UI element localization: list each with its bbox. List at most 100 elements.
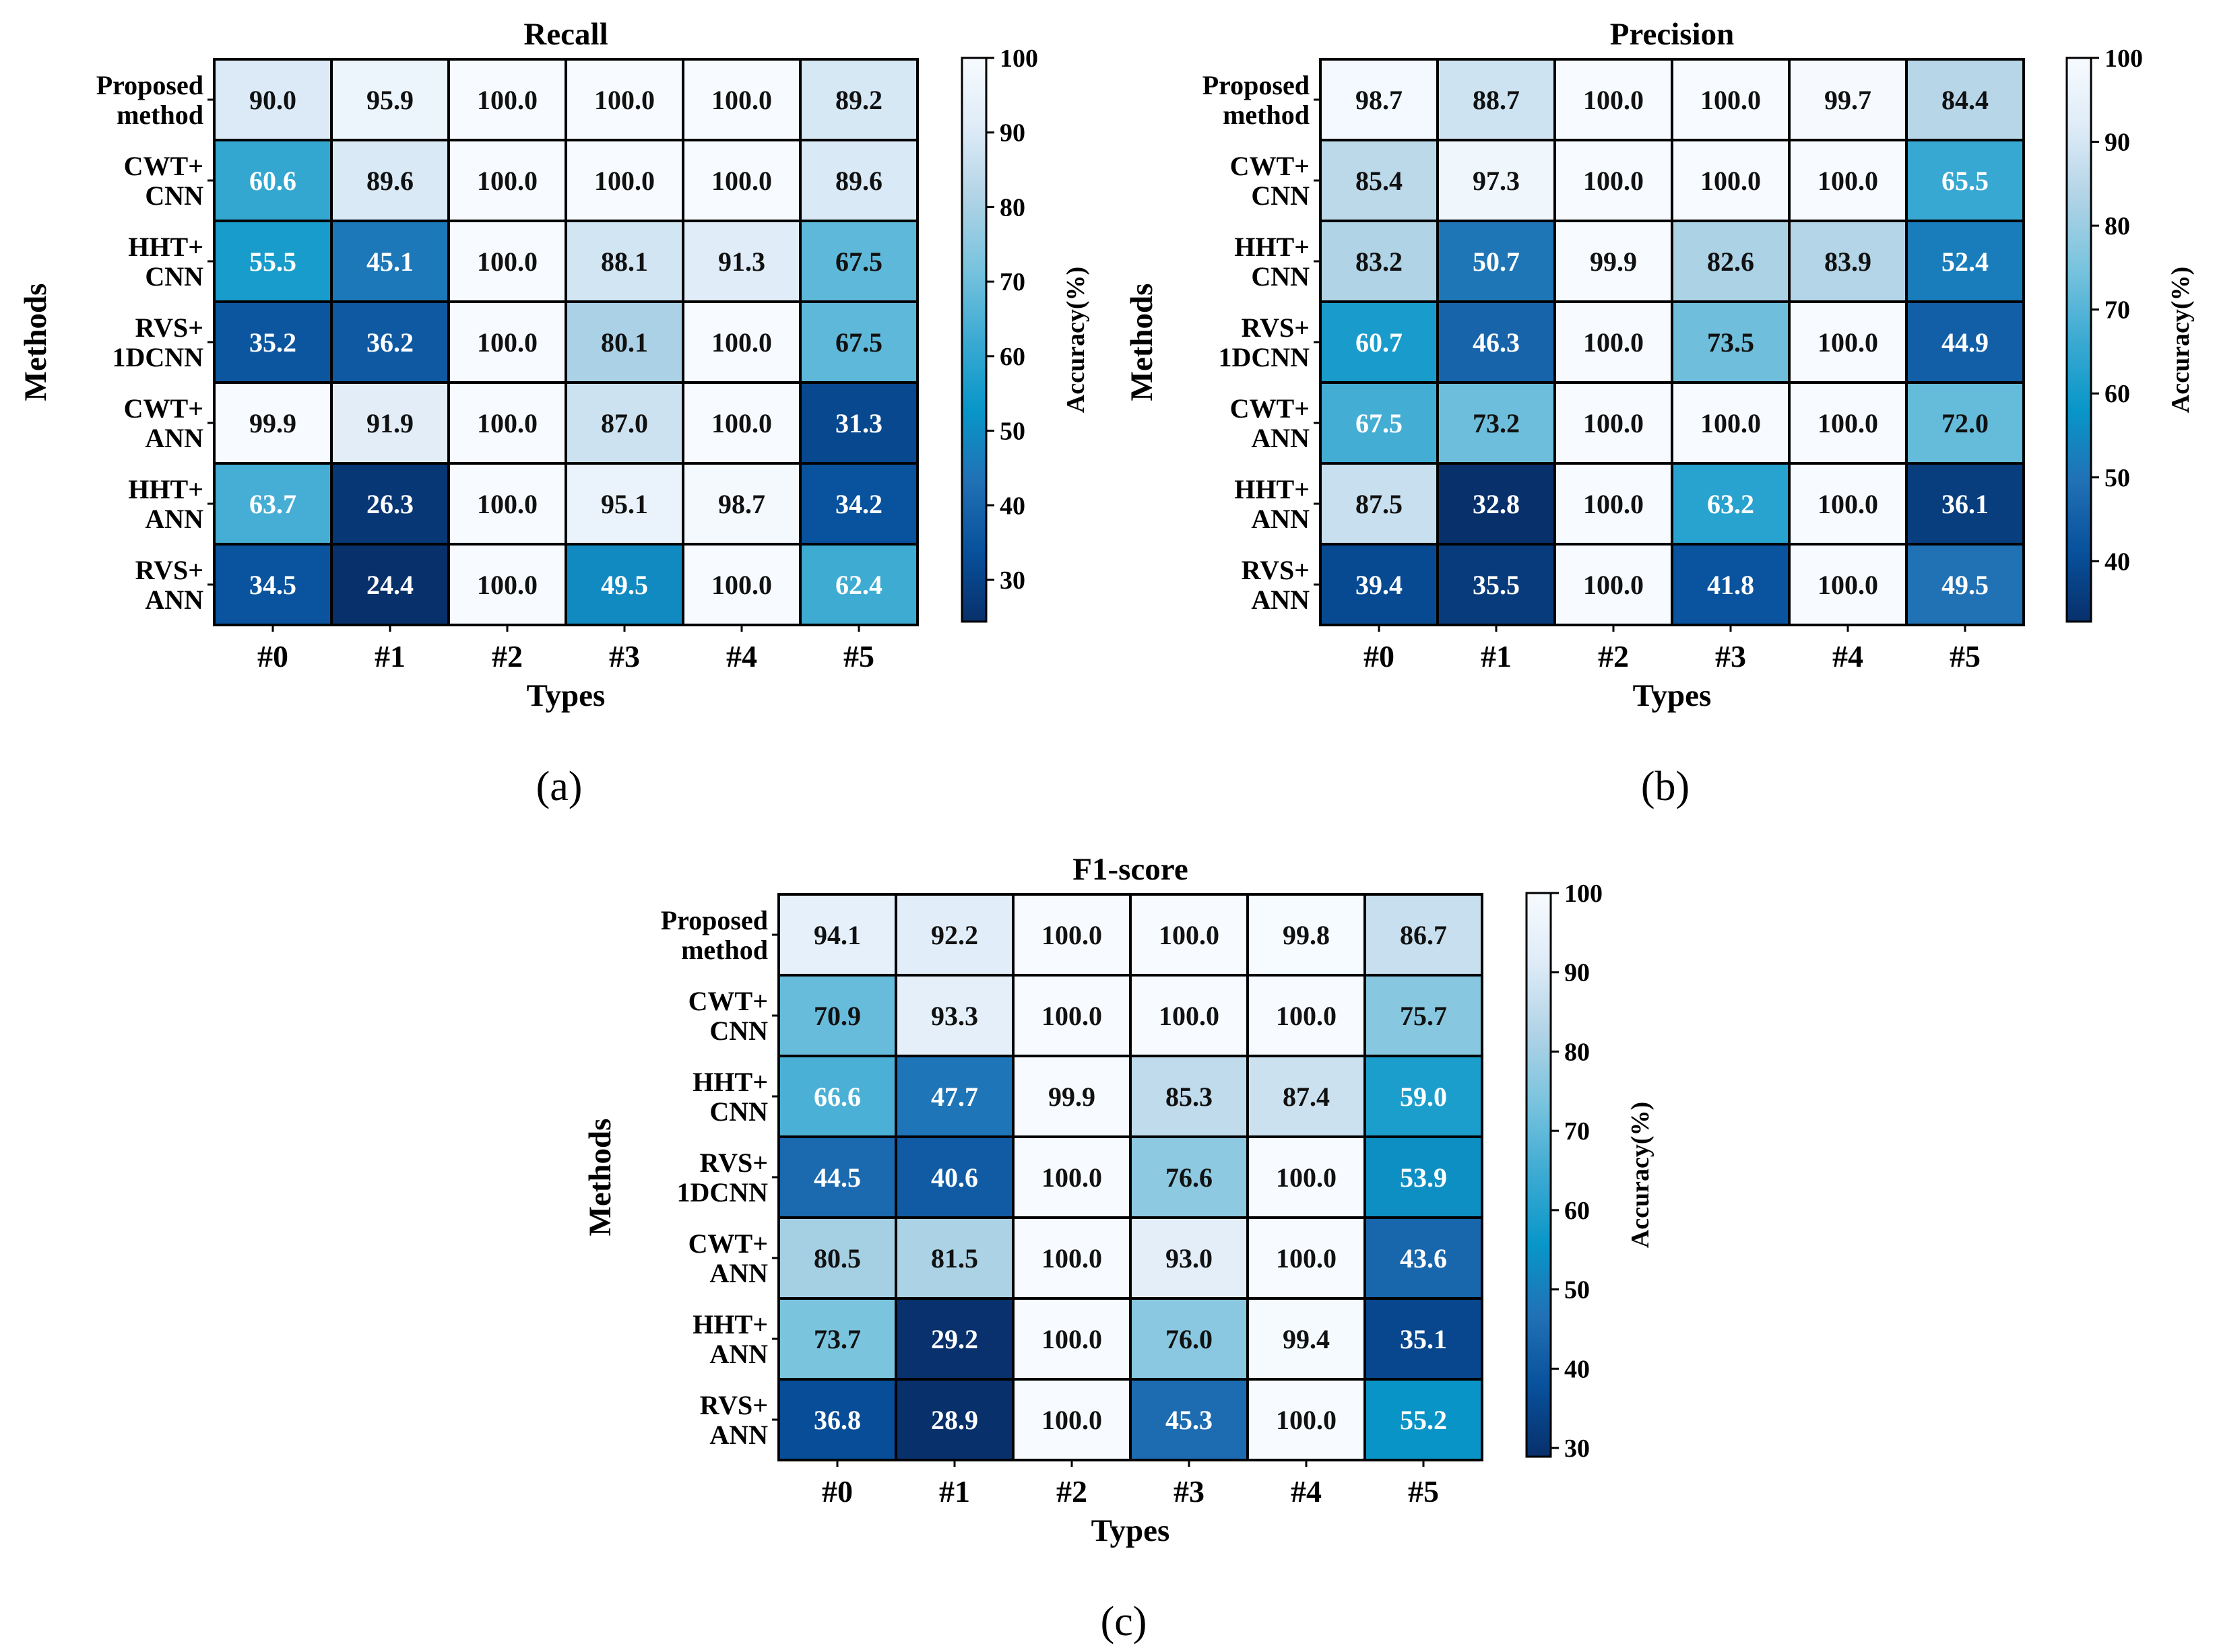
cell-value-label: 67.5 [1355, 408, 1403, 438]
row-label: ANN [709, 1420, 768, 1450]
col-label: #3 [609, 639, 640, 673]
cell-value-label: 100.0 [1700, 166, 1761, 196]
cell-value-label: 99.4 [1283, 1324, 1330, 1354]
cell-value-label: 40.6 [931, 1162, 978, 1193]
cell-value-label: 99.9 [249, 408, 296, 438]
cell-value-label: 98.7 [1355, 85, 1403, 115]
cell-value-label: 94.1 [814, 920, 861, 950]
panel-caption: (c) [1101, 1599, 1147, 1645]
col-label: #0 [822, 1474, 853, 1509]
cell-value-label: 44.5 [814, 1162, 861, 1193]
heatmap-cell [799, 543, 919, 626]
heatmap-cell [1012, 1378, 1132, 1461]
col-label: #2 [492, 639, 523, 673]
row-label: Proposed [661, 905, 768, 935]
cell-value-label: 87.5 [1355, 489, 1403, 519]
chart-title: Precision [1610, 17, 1735, 52]
cell-value-label: 35.5 [1473, 570, 1520, 600]
heatmap-cell [1129, 1297, 1249, 1381]
cell-value-label: 63.7 [249, 489, 296, 519]
y-axis-label: Methods [18, 284, 53, 401]
row-label: CNN [145, 180, 203, 211]
heatmap-cell [682, 300, 802, 384]
heatmap-cell [1363, 1135, 1483, 1219]
cell-value-label: 29.2 [931, 1324, 978, 1354]
cell-value-label: 97.3 [1473, 166, 1520, 196]
cell-value-label: 55.5 [249, 246, 296, 277]
cell-value-label: 49.5 [1941, 570, 1989, 600]
heatmap-cell [330, 220, 450, 303]
row-label: Proposed [1202, 70, 1310, 100]
x-axis-label: Types [1633, 678, 1712, 713]
heatmap-cell [895, 1135, 1015, 1219]
cell-value-label: 47.7 [931, 1082, 978, 1112]
cell-value-label: 67.5 [835, 246, 882, 277]
cell-value-label: 100.0 [1700, 408, 1761, 438]
y-axis-label: Methods [583, 1119, 618, 1236]
heatmap-cell [1553, 139, 1673, 222]
heatmap-cell [1788, 381, 1908, 465]
panel-caption: (b) [1641, 764, 1690, 810]
cell-value-label: 95.9 [366, 85, 414, 115]
y-axis-label: Methods [1124, 284, 1159, 401]
heatmap-cell [895, 893, 1015, 977]
cell-value-label: 55.2 [1400, 1405, 1447, 1435]
cell-value-label: 62.4 [835, 570, 882, 600]
heatmap-cell [1012, 1297, 1132, 1381]
chart-title: Recall [523, 17, 608, 52]
heatmap-cell [1905, 543, 2025, 626]
heatmap-cell [1553, 381, 1673, 465]
colorbar-tick-label: 80 [2104, 212, 2130, 240]
row-label: method [1223, 100, 1310, 130]
colorbar-tick-label: 80 [1000, 193, 1025, 222]
cell-value-label: 100.0 [1818, 570, 1878, 600]
heatmap-cell [682, 220, 802, 303]
col-label: #3 [1174, 1474, 1204, 1509]
heatmap-cell [1363, 974, 1483, 1057]
colorbar-tick-label: 40 [1564, 1355, 1590, 1383]
heatmap-cell [799, 220, 919, 303]
heatmap-cell [213, 300, 333, 384]
heatmap-cell [1788, 220, 1908, 303]
row-label: Proposed [96, 70, 203, 100]
heatmap-cell [1319, 300, 1439, 384]
panel-caption: (a) [536, 764, 583, 810]
col-label: #1 [939, 1474, 970, 1509]
cell-value-label: 100.0 [1041, 1405, 1102, 1435]
heatmap-cell [213, 543, 333, 626]
colorbar-tick-label: 40 [1000, 492, 1025, 520]
row-label: RVS+ [135, 312, 203, 343]
row-label: RVS+ [1242, 555, 1310, 585]
cell-value-label: 83.2 [1355, 246, 1403, 277]
heatmap-cell [895, 974, 1015, 1057]
cell-value-label: 100.0 [477, 408, 538, 438]
heatmap-cell [777, 1055, 897, 1138]
row-label: CNN [709, 1096, 768, 1127]
heatmap-cell [330, 139, 450, 222]
cell-value-label: 100.0 [711, 570, 772, 600]
heatmap-cell [1246, 1378, 1366, 1461]
cell-value-label: 87.4 [1283, 1082, 1330, 1112]
cell-value-label: 91.3 [718, 246, 765, 277]
heatmap-cell [799, 462, 919, 546]
heatmap-cell [1319, 543, 1439, 626]
cell-value-label: 82.6 [1707, 246, 1754, 277]
colorbar-tick-label: 70 [2104, 296, 2130, 325]
row-label: CNN [1251, 180, 1310, 211]
row-label: HHT+ [693, 1067, 768, 1097]
cell-value-label: 60.6 [249, 166, 296, 196]
col-label: #1 [375, 639, 406, 673]
cell-value-label: 100.0 [1818, 327, 1878, 358]
colorbar-label: Accuracy(%) [1062, 267, 1090, 413]
row-label: RVS+ [1242, 312, 1310, 343]
colorbar [1525, 892, 1552, 1458]
cell-value-label: 88.7 [1473, 85, 1520, 115]
heatmap-cell [895, 1378, 1015, 1461]
cell-value-label: 72.0 [1941, 408, 1989, 438]
cell-value-label: 24.4 [366, 570, 414, 600]
row-label: ANN [145, 504, 203, 534]
cell-value-label: 99.7 [1824, 85, 1871, 115]
row-label: CWT+ [124, 151, 203, 181]
cell-value-label: 36.2 [366, 327, 414, 358]
cell-value-label: 35.2 [249, 327, 296, 358]
